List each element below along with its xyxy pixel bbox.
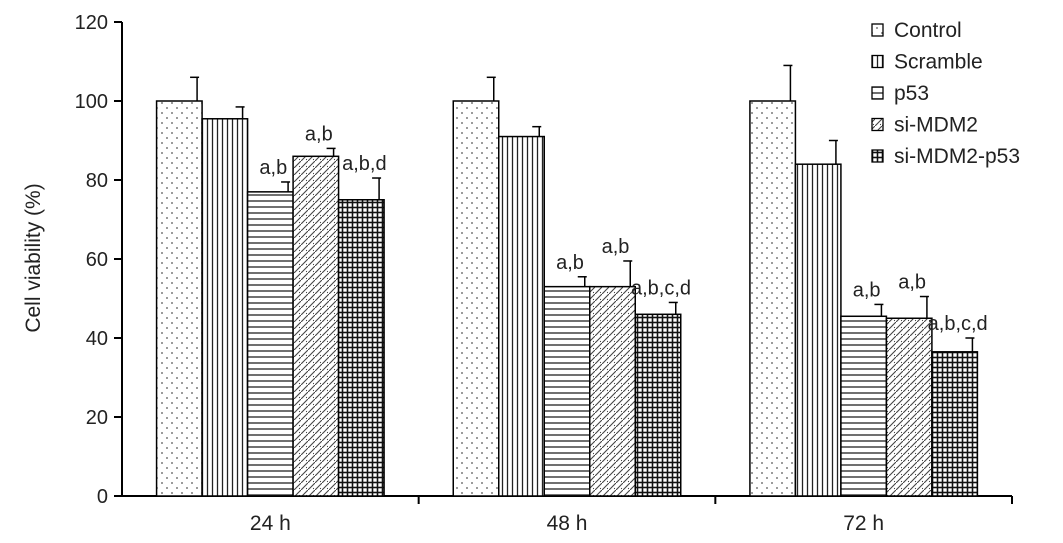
y-axis-title: Cell viability (%) (22, 183, 45, 332)
significance-label: a,b,c,d (631, 277, 691, 299)
legend-swatch (871, 149, 884, 163)
significance-label: a,b (602, 236, 630, 258)
bar-scramble-2 (794, 163, 842, 497)
legend-label: si-MDM2 (894, 114, 978, 137)
y-tick-label: 120 (75, 12, 108, 34)
significance-label: a,b,c,d (928, 313, 988, 335)
legend-label: si-MDM2-p53 (894, 145, 1020, 168)
bar-si-mdm2-p53-2 (931, 351, 979, 497)
bars-layer: a,ba,ba,b,da,ba,ba,b,c,d a,b a,ba,b,c,d (155, 64, 988, 497)
bar-p53-1 (543, 285, 591, 497)
y-axis: 0 20 40 60 80 100 120 (75, 12, 123, 508)
bar-control-2 (749, 100, 797, 497)
y-tick-label: 40 (86, 328, 108, 350)
y-tick-label: 100 (75, 91, 108, 113)
y-tick-label: 80 (86, 170, 108, 192)
significance-label: a,b (259, 157, 287, 179)
y-tick-label: 0 (97, 486, 108, 508)
legend-label: p53 (894, 82, 929, 105)
legend-swatch (871, 117, 884, 132)
y-tick-label: 60 (86, 249, 108, 271)
bar-scramble-0 (201, 118, 249, 497)
legend-swatch (871, 23, 884, 37)
y-tick-label: 20 (86, 407, 108, 429)
significance-label: a,b (305, 123, 333, 145)
significance-label: a,b (853, 279, 881, 301)
bar-p53-2 (840, 315, 888, 497)
x-axis: 24 h 48 h 72 h (122, 495, 1013, 535)
legend: Control Scramble p53 si-MDM2 si-MDM2-p53 (871, 19, 1020, 168)
bar-si-mdm2-p53-1 (634, 313, 682, 497)
significance-label: a,b (898, 272, 926, 294)
bar-si-mdm2-p53-0 (337, 199, 385, 497)
bar-control-1 (452, 100, 500, 497)
bar-si-mdm2-2 (885, 317, 933, 497)
legend-swatch (871, 54, 884, 69)
significance-label: a,b (556, 252, 584, 274)
legend-swatch (871, 86, 884, 100)
x-category-label: 72 h (843, 512, 884, 535)
bar-si-mdm2-0 (292, 155, 340, 497)
significance-label: a,b,d (342, 153, 386, 175)
x-category-label: 48 h (547, 512, 588, 535)
bar-si-mdm2-1 (589, 285, 636, 497)
legend-label: Control (894, 19, 962, 42)
x-category-label: 24 h (250, 512, 291, 535)
bar-p53-0 (246, 191, 294, 497)
legend-label: Scramble (894, 51, 983, 74)
bar-scramble-1 (498, 135, 545, 497)
bar-control-0 (155, 100, 203, 497)
